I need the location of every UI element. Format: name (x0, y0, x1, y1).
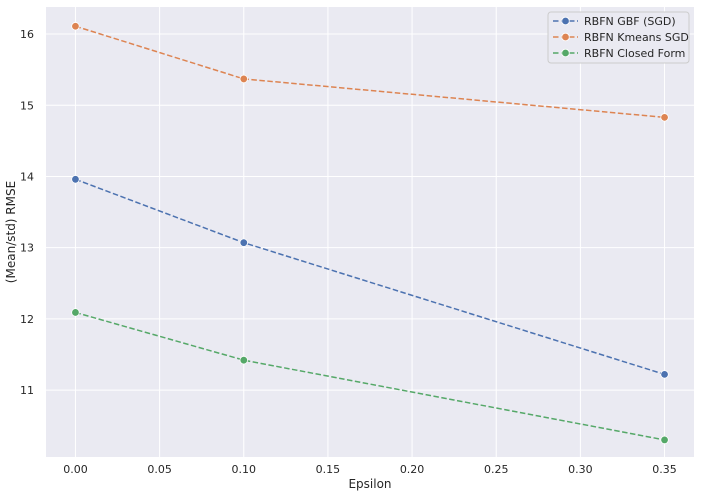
data-point (239, 355, 248, 365)
data-point (239, 238, 248, 247)
data-point (71, 22, 80, 31)
legend-item: RBFN Closed Form (553, 47, 685, 60)
x-tick-label: 0.25 (484, 463, 509, 476)
data-point (660, 113, 669, 122)
x-axis-ticks: 0.00 0.05 0.10 0.15 0.20 0.25 0.30 0.35 (63, 463, 677, 476)
y-tick-label: 11 (20, 384, 34, 397)
legend-item: RBFN GBF (SGD) (553, 15, 676, 28)
x-tick-label: 0.20 (400, 463, 425, 476)
x-tick-label: 0.35 (652, 463, 677, 476)
y-tick-label: 15 (20, 99, 34, 112)
legend-frame (547, 11, 690, 64)
legend-marker (561, 32, 570, 42)
data-point (71, 308, 80, 317)
series-layer (71, 22, 669, 445)
series-1 (71, 175, 669, 379)
x-tick-label: 0.10 (232, 463, 257, 476)
y-axis-ticks: 11 12 13 14 15 16 (20, 28, 34, 397)
legend-item: RBFN Kmeans SGD (553, 31, 689, 44)
x-tick-label: 0.15 (316, 463, 341, 476)
x-tick-label: 0.00 (63, 463, 88, 476)
legend-label: RBFN GBF (SGD) (584, 15, 676, 28)
series-line (75, 311, 665, 441)
y-tick-label: 14 (20, 170, 34, 183)
legend-label: RBFN Kmeans SGD (584, 31, 689, 44)
data-point (660, 435, 669, 445)
x-tick-label: 0.30 (568, 463, 593, 476)
y-tick-label: 16 (20, 28, 34, 41)
x-tick-label: 0.05 (147, 463, 172, 476)
data-point (71, 175, 80, 184)
y-tick-label: 12 (20, 313, 34, 326)
series-3 (71, 308, 669, 445)
plot-background (46, 7, 694, 457)
legend: RBFN GBF (SGD) RBFN Kmeans SGD RBFN Closed… (547, 11, 690, 64)
series-2 (71, 22, 669, 122)
x-axis-title: Epsilon (348, 477, 391, 491)
data-point (239, 74, 248, 84)
data-point (660, 370, 669, 379)
legend-label: RBFN Closed Form (584, 47, 685, 60)
legend-marker (561, 16, 570, 26)
y-tick-label: 13 (20, 242, 34, 255)
y-axis-title: (Mean/std) RMSE (4, 181, 18, 283)
legend-marker (561, 48, 570, 58)
